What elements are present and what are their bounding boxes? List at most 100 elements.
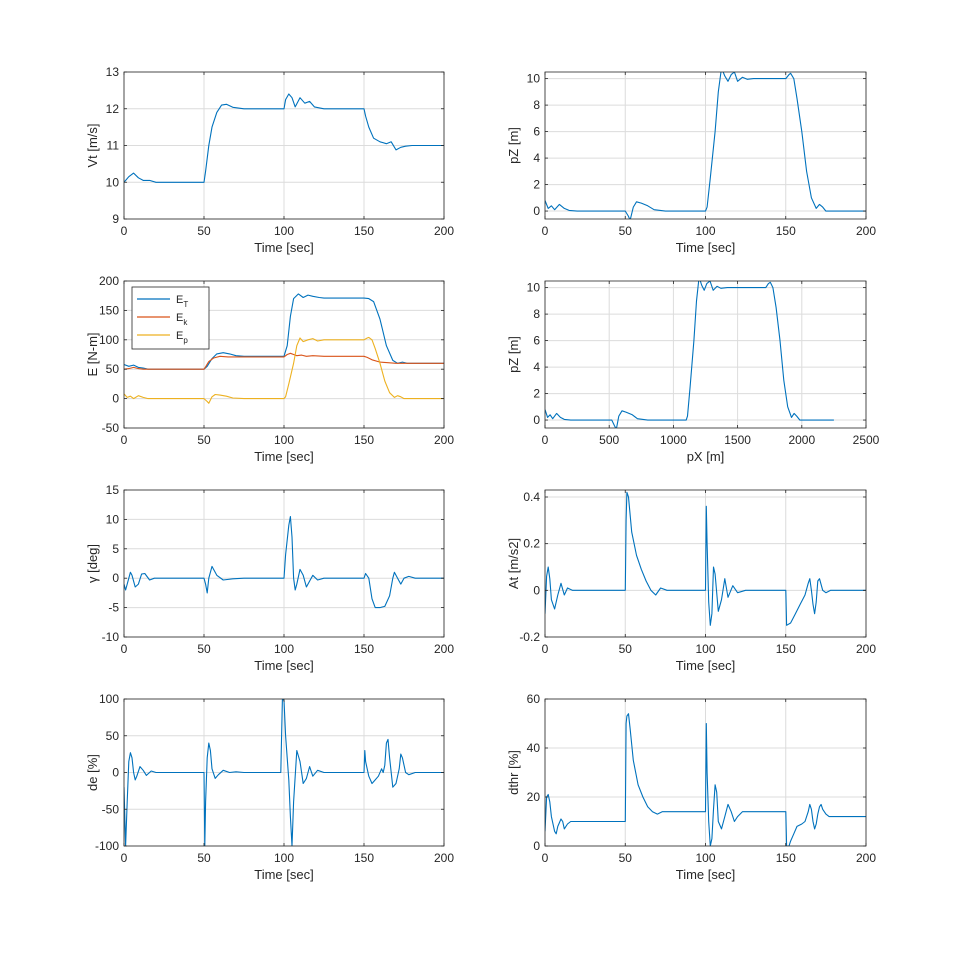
y-tick-label: -5 (108, 601, 119, 615)
x-tick-label: 50 (197, 851, 211, 865)
y-tick-label: 10 (527, 281, 541, 295)
x-tick-label: 150 (354, 433, 374, 447)
y-tick-label: -50 (102, 421, 120, 435)
series-line-1 (124, 515, 444, 609)
y-tick-label: 2 (533, 178, 540, 192)
axes-box (544, 280, 867, 429)
chart-de: 0 50 100 150 200 -100 -50 0 50 100 Time [sec] de [%… (85, 692, 454, 882)
y-tick-label: 0 (112, 392, 119, 406)
x-tick-label: 100 (695, 642, 715, 656)
chart-vt: 0 50 100 150 200 9 10 11 12 13 Time [sec] Vt [m/s] (85, 65, 454, 255)
y-axis-label: pZ [m] (506, 127, 521, 164)
y-tick-label: 20 (527, 790, 541, 804)
y-tick-label: 4 (533, 151, 540, 165)
series-line-1 (545, 281, 834, 428)
y-axis-label: Vt [m/s] (85, 123, 100, 167)
y-tick-label: 8 (533, 98, 540, 112)
x-axis-label: Time [sec] (676, 658, 735, 673)
y-axis-label: dthr [%] (506, 750, 521, 795)
x-tick-label: 200 (856, 851, 876, 865)
x-tick-label: 200 (434, 433, 454, 447)
series-line-1 (545, 713, 866, 846)
y-tick-label: 10 (106, 175, 120, 189)
y-axis-label: de [%] (85, 754, 100, 791)
y-tick-label: -0.2 (519, 630, 540, 644)
x-tick-label: 200 (434, 642, 454, 656)
x-axis-label: Time [sec] (676, 867, 735, 882)
y-tick-label: 50 (106, 362, 120, 376)
series-line-1 (124, 699, 444, 846)
x-tick-label: 150 (776, 224, 796, 238)
y-tick-label: 0.4 (523, 490, 540, 504)
y-tick-label: 15 (106, 483, 120, 497)
chart-pz-time: 0 50 100 150 200 0 2 4 6 8 10 Time [sec] pZ [m] (506, 71, 876, 255)
x-tick-label: 100 (695, 851, 715, 865)
x-tick-label: 50 (619, 851, 633, 865)
y-tick-label: 150 (99, 303, 119, 317)
x-tick-label: 0 (542, 851, 549, 865)
x-tick-label: 150 (354, 642, 374, 656)
x-tick-label: 0 (542, 642, 549, 656)
y-axis-label: E [N-m] (85, 332, 100, 376)
y-tick-label: 4 (533, 360, 540, 374)
x-tick-label: 0 (542, 224, 549, 238)
x-tick-label: 50 (197, 642, 211, 656)
x-tick-label: 2500 (853, 433, 880, 447)
y-tick-label: 10 (527, 72, 541, 86)
x-tick-label: 150 (776, 642, 796, 656)
x-tick-label: 0 (121, 433, 128, 447)
x-tick-label: 0 (121, 851, 128, 865)
x-tick-label: 2000 (788, 433, 815, 447)
y-tick-label: 6 (533, 125, 540, 139)
y-axis-label: At [m/s2] (506, 538, 521, 589)
series-line-1 (124, 93, 444, 183)
x-tick-label: 100 (695, 224, 715, 238)
x-tick-label: 1000 (660, 433, 687, 447)
x-axis-label: Time [sec] (254, 658, 313, 673)
x-tick-label: 1500 (724, 433, 751, 447)
x-tick-label: 150 (776, 851, 796, 865)
chart-gamma: 0 50 100 150 200 -10 -5 0 5 10 15 Time [sec] γ [deg] (85, 483, 454, 673)
y-tick-label: -10 (102, 630, 120, 644)
legend-entry-sub: T (183, 300, 188, 309)
y-tick-label: 60 (527, 692, 541, 706)
x-tick-label: 150 (354, 851, 374, 865)
y-tick-label: 100 (99, 333, 119, 347)
x-tick-label: 200 (434, 851, 454, 865)
legend-entry-base: E (176, 312, 183, 324)
y-tick-label: 0.2 (523, 537, 540, 551)
y-tick-label: 0 (533, 204, 540, 218)
x-tick-label: 50 (619, 642, 633, 656)
x-tick-label: 100 (274, 642, 294, 656)
x-tick-label: 50 (197, 433, 211, 447)
series-line-1 (545, 72, 866, 219)
series-line-1 (545, 491, 866, 626)
x-axis-label: pX [m] (687, 449, 725, 464)
x-tick-label: 0 (121, 224, 128, 238)
x-axis-label: Time [sec] (254, 867, 313, 882)
y-tick-label: 200 (99, 274, 119, 288)
x-tick-label: 150 (354, 224, 374, 238)
y-tick-label: 10 (106, 512, 120, 526)
series-line-2 (124, 352, 444, 370)
x-tick-label: 200 (856, 224, 876, 238)
y-tick-label: -100 (95, 839, 119, 853)
y-tick-label: 40 (527, 741, 541, 755)
y-tick-label: 100 (99, 692, 119, 706)
x-tick-label: 50 (619, 224, 633, 238)
legend-entry-base: E (176, 330, 183, 342)
x-axis-label: Time [sec] (254, 449, 313, 464)
y-tick-label: 2 (533, 387, 540, 401)
y-tick-label: -50 (102, 802, 120, 816)
x-axis-label: Time [sec] (254, 240, 313, 255)
x-axis-label: Time [sec] (676, 240, 735, 255)
y-tick-label: 9 (112, 212, 119, 226)
chart-pz-px: 0 500 1000 1500 2000 2500 0 2 4 6 8 10 pX [m] pZ [m] (506, 280, 880, 464)
y-axis-label: γ [deg] (85, 544, 100, 583)
legend-entry-3: Ep (176, 330, 188, 345)
legend-entry-base: E (176, 294, 183, 306)
